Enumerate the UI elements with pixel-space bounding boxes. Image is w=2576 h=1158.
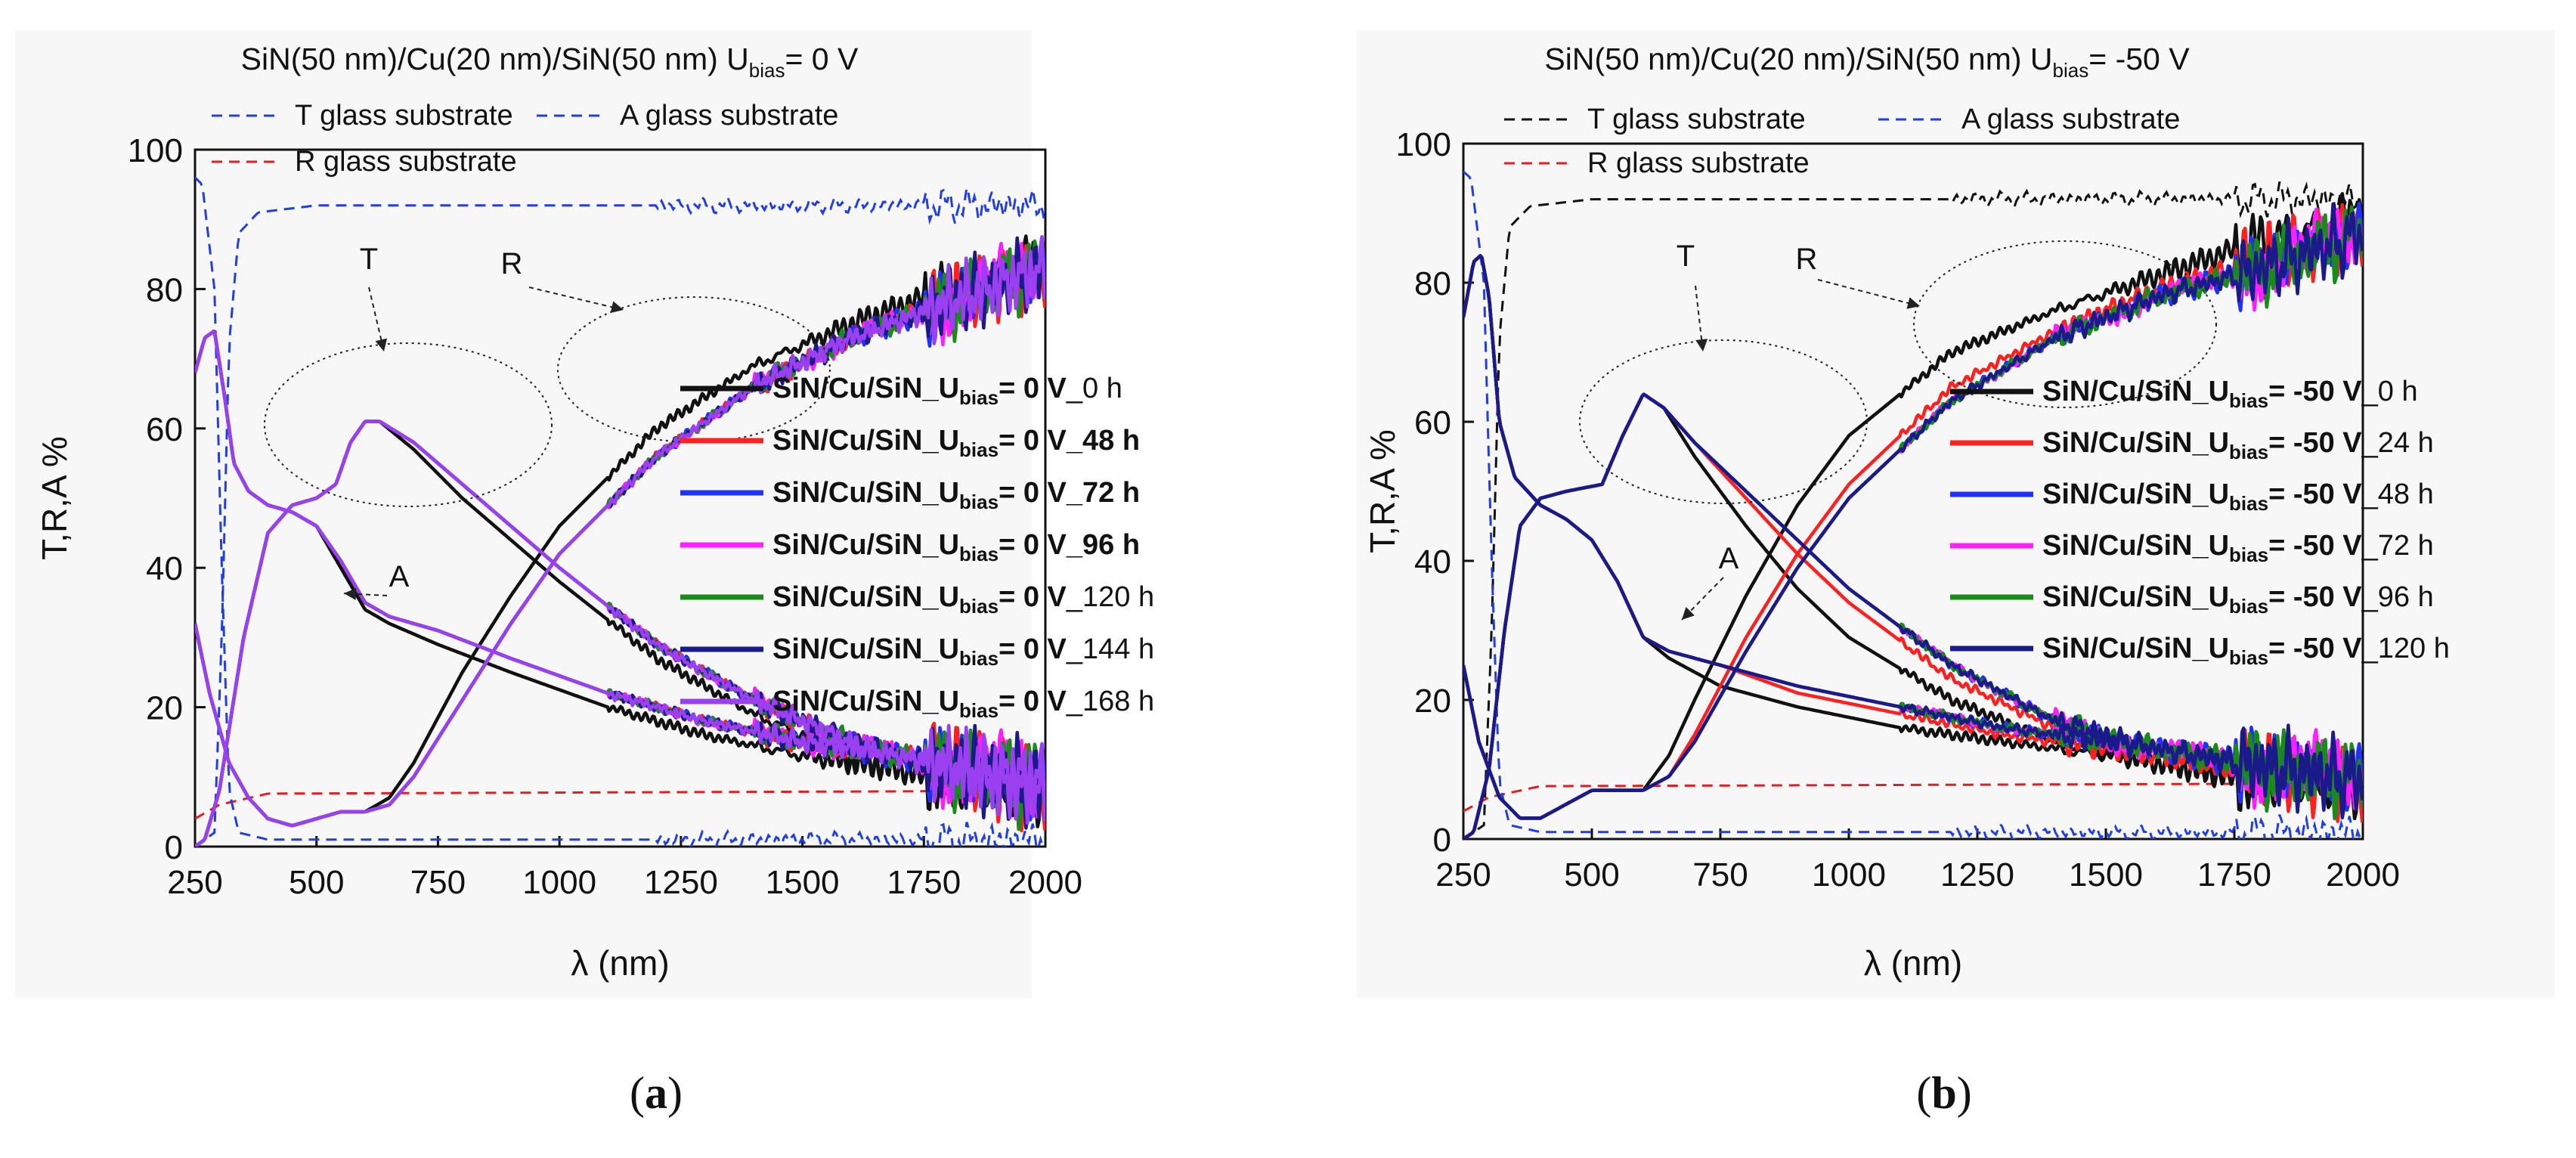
ref-legend-label: T glass substrate <box>1587 104 1806 135</box>
chart-title: SiN(50 nm)/Cu(20 nm)/SiN(50 nm) Ubias= -… <box>1544 42 2190 82</box>
ref-legend-label: R glass substrate <box>1587 147 1810 179</box>
y-tick-label: 80 <box>146 271 183 308</box>
ref-legend-label: T glass substrate <box>295 100 513 132</box>
y-tick-label: 0 <box>165 829 183 866</box>
series-legend-label: SiN/Cu/SiN_Ubias= 0 V_0 h <box>772 373 1122 409</box>
x-tick-label: 1000 <box>1812 856 1886 893</box>
series-legend-label: SiN/Cu/SiN_Ubias= 0 V_120 h <box>772 581 1154 618</box>
y-tick-label: 40 <box>146 550 183 587</box>
annotation-ellipse <box>1579 339 1868 504</box>
panel-caption: (b) <box>1916 1068 1971 1118</box>
annotation-arrowhead <box>375 338 388 351</box>
x-tick-label: 1250 <box>1940 856 2014 893</box>
y-tick-label: 60 <box>146 411 183 448</box>
annotation-ellipse <box>1913 240 2217 408</box>
plot-area <box>195 176 1045 847</box>
annotation-arrowhead <box>1695 339 1708 351</box>
annotation-arrow <box>368 286 385 352</box>
series-legend-label: SiN/Cu/SiN_Ubias= -50 V_120 h <box>2042 633 2450 669</box>
x-tick-label: 250 <box>1435 856 1491 893</box>
series-legend-label: SiN/Cu/SiN_Ubias= -50 V_24 h <box>2042 427 2434 463</box>
chart-panel-a: SiN(50 nm)/Cu(20 nm)/SiN(50 nm) Ubias= 0… <box>15 30 1154 998</box>
annotation-ellipse <box>557 296 831 443</box>
plot-frame <box>1462 142 2364 841</box>
y-tick-label: 100 <box>1396 126 1451 163</box>
annotation-arrow <box>1681 577 1724 621</box>
series-120h-R-line <box>1463 202 2363 820</box>
x-tick-label: 500 <box>1564 856 1619 893</box>
x-axis-label: λ (nm) <box>1864 943 1962 983</box>
x-tick-label: 2000 <box>2326 856 2400 893</box>
annotation-ellipse <box>264 342 553 507</box>
series-legend-label: SiN/Cu/SiN_Ubias= 0 V_144 h <box>772 633 1154 670</box>
series-legend-label: SiN/Cu/SiN_Ubias= 0 V_96 h <box>772 529 1140 565</box>
glass-R-curve <box>195 789 1045 820</box>
y-axis-label: T,R,A % <box>35 436 74 560</box>
x-tick-label: 250 <box>167 864 222 901</box>
series-168h-R-line <box>195 234 1045 828</box>
plot-area <box>1463 170 2363 839</box>
annotation-A: A <box>389 560 410 593</box>
series-legend-label: SiN/Cu/SiN_Ubias= -50 V_48 h <box>2042 478 2434 515</box>
glass-T-curve <box>195 187 1045 847</box>
annotation-R: R <box>501 247 523 280</box>
panel-background <box>1357 30 2555 998</box>
annotation-arrow <box>1817 279 1921 307</box>
annotation-arrowhead <box>344 587 357 600</box>
annotation-T: T <box>1677 240 1695 273</box>
annotation-arrowhead <box>1906 297 1920 309</box>
x-tick-label: 1000 <box>522 864 596 901</box>
annotation-arrow <box>1695 285 1704 352</box>
x-tick-label: 1500 <box>2069 856 2143 893</box>
x-tick-label: 1500 <box>766 864 840 901</box>
y-tick-label: 60 <box>1414 404 1451 441</box>
chart-panel-b: SiN(50 nm)/Cu(20 nm)/SiN(50 nm) Ubias= -… <box>1357 30 2555 998</box>
annotation-arrowhead <box>1682 606 1695 620</box>
ref-legend-label: A glass substrate <box>1961 104 2180 135</box>
y-tick-label: 80 <box>1414 265 1451 302</box>
x-tick-label: 750 <box>410 864 466 901</box>
x-axis-label: λ (nm) <box>571 943 669 983</box>
series-0h-A-line <box>195 329 1045 815</box>
glass-A-curve <box>195 176 1044 847</box>
annotation-T: T <box>360 243 378 276</box>
annotation-A: A <box>1719 542 1739 575</box>
series-legend-label: SiN/Cu/SiN_Ubias= 0 V_72 h <box>772 477 1140 513</box>
x-tick-label: 500 <box>289 864 344 901</box>
ref-legend-label: R glass substrate <box>295 146 517 178</box>
y-tick-label: 40 <box>1414 543 1451 581</box>
series-168h-A-line <box>195 329 1045 809</box>
series-legend-label: SiN/Cu/SiN_Ubias= 0 V_48 h <box>772 425 1140 461</box>
ref-legend-label: A glass substrate <box>620 100 838 132</box>
y-tick-label: 20 <box>1414 683 1451 720</box>
x-tick-label: 750 <box>1692 856 1748 893</box>
annotation-arrowhead <box>610 301 624 314</box>
y-tick-label: 100 <box>128 132 183 169</box>
series-legend-label: SiN/Cu/SiN_Ubias= 0 V_168 h <box>772 686 1154 722</box>
panel-caption: (a) <box>630 1068 683 1118</box>
series-legend-label: SiN/Cu/SiN_Ubias= -50 V_96 h <box>2042 581 2434 618</box>
x-tick-label: 1750 <box>887 864 961 901</box>
series-legend-label: SiN/Cu/SiN_Ubias= -50 V_72 h <box>2042 530 2434 566</box>
chart-title: SiN(50 nm)/Cu(20 nm)/SiN(50 nm) Ubias= 0… <box>241 42 859 82</box>
glass-A-curve <box>1463 170 2361 839</box>
x-tick-label: 1250 <box>644 864 718 901</box>
series-120h-A-line <box>1463 254 2363 813</box>
y-tick-label: 20 <box>146 690 183 727</box>
glass-T-curve <box>1463 181 2363 839</box>
annotation-R: R <box>1796 243 1818 276</box>
y-axis-label: T,R,A % <box>1363 429 1402 553</box>
y-tick-label: 0 <box>1433 822 1451 859</box>
series-legend-label: SiN/Cu/SiN_Ubias= -50 V_0 h <box>2042 376 2418 412</box>
x-tick-label: 2000 <box>1008 864 1082 901</box>
x-tick-label: 1750 <box>2197 856 2271 893</box>
plot-frame <box>194 148 1047 848</box>
